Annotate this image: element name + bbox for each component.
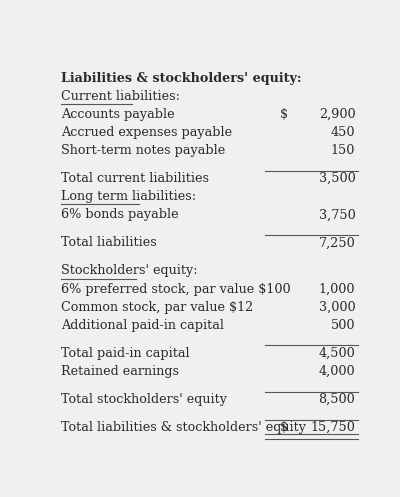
- Text: Accounts payable: Accounts payable: [61, 108, 174, 121]
- Text: 3,500: 3,500: [319, 172, 355, 185]
- Text: 7,250: 7,250: [319, 237, 355, 249]
- Text: Total stockholders' equity: Total stockholders' equity: [61, 393, 227, 406]
- Text: 4,500: 4,500: [319, 347, 355, 360]
- Text: Total current liabilities: Total current liabilities: [61, 172, 209, 185]
- Text: 2,900: 2,900: [319, 108, 355, 121]
- Text: Accrued expenses payable: Accrued expenses payable: [61, 126, 232, 139]
- Text: $: $: [279, 421, 288, 434]
- Text: Stockholders' equity:: Stockholders' equity:: [61, 264, 198, 277]
- Text: Long term liabilities:: Long term liabilities:: [61, 190, 196, 203]
- Text: 8,500: 8,500: [319, 393, 355, 406]
- Text: Total paid-in capital: Total paid-in capital: [61, 347, 190, 360]
- Text: 6% preferred stock, par value $100: 6% preferred stock, par value $100: [61, 283, 290, 296]
- Text: 500: 500: [331, 319, 355, 332]
- Text: Liabilities & stockholders' equity:: Liabilities & stockholders' equity:: [61, 72, 301, 85]
- Text: 15,750: 15,750: [310, 421, 355, 434]
- Text: Short-term notes payable: Short-term notes payable: [61, 144, 225, 157]
- Text: Total liabilities & stockholders' equity: Total liabilities & stockholders' equity: [61, 421, 306, 434]
- Text: Retained earnings: Retained earnings: [61, 365, 179, 378]
- Text: Current liabilities:: Current liabilities:: [61, 90, 180, 103]
- Text: Common stock, par value $12: Common stock, par value $12: [61, 301, 253, 314]
- Text: 150: 150: [331, 144, 355, 157]
- Text: 1,000: 1,000: [319, 283, 355, 296]
- Text: $: $: [279, 108, 288, 121]
- Text: 6% bonds payable: 6% bonds payable: [61, 208, 178, 221]
- Text: 3,000: 3,000: [319, 301, 355, 314]
- Text: Additional paid-in capital: Additional paid-in capital: [61, 319, 224, 332]
- Text: 3,750: 3,750: [319, 208, 355, 221]
- Text: 4,000: 4,000: [319, 365, 355, 378]
- Text: 450: 450: [331, 126, 355, 139]
- Text: Total liabilities: Total liabilities: [61, 237, 157, 249]
